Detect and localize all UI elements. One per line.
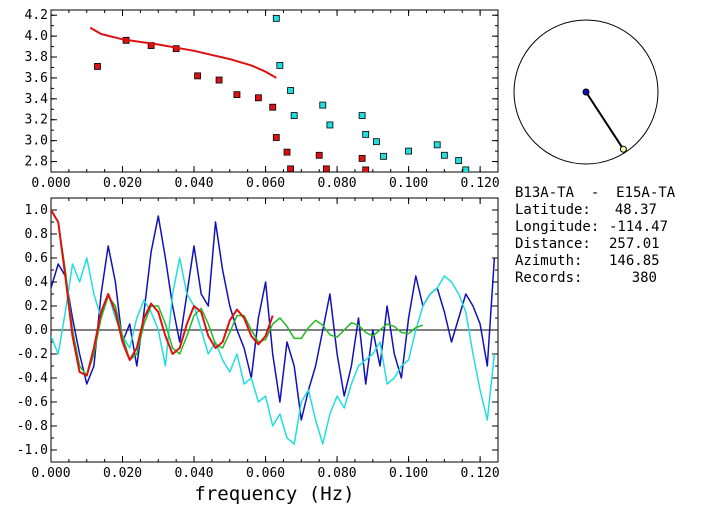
cyan-point	[287, 87, 294, 94]
cyan-point	[440, 151, 448, 159]
y-tick-label: 0.2	[25, 299, 48, 314]
info-row-records: Records: 380	[515, 270, 675, 287]
y-tick-label: 1.0	[25, 203, 48, 218]
x-tick-label: 0.040	[174, 176, 213, 191]
y-tick-label: 2.8	[25, 155, 48, 170]
red-point	[233, 91, 241, 99]
y-tick-label: -0.2	[17, 347, 48, 362]
y-tick-label: 3.4	[25, 92, 49, 107]
y-tick-label: 4.2	[25, 8, 48, 23]
plot-frame	[50, 9, 499, 173]
red-series-line	[89, 26, 277, 79]
red-point	[315, 151, 323, 159]
x-tick-label: 0.060	[246, 466, 285, 481]
y-tick-label: 0.4	[25, 275, 49, 290]
x-tick-label: 0.080	[318, 176, 357, 191]
station-pair: B13A-TA - E15A-TA	[515, 185, 676, 201]
x-tick-label: 0.060	[246, 176, 285, 191]
red-point	[362, 166, 370, 172]
red-series-line	[51, 209, 274, 377]
y-tick-label: -0.6	[17, 395, 48, 410]
y-tick-label: 3.8	[25, 50, 48, 65]
y-tick-label: 3.0	[25, 134, 48, 149]
y-tick-label: -0.4	[17, 371, 48, 386]
info-row-longitude: Longitude: -114.47	[515, 219, 675, 236]
info-row-latitude: Latitude: 48.37	[515, 202, 675, 219]
red-point	[283, 148, 291, 156]
red-point	[322, 165, 330, 172]
red-point	[358, 155, 366, 162]
red-point	[287, 165, 294, 172]
target-station-marker	[619, 145, 627, 153]
cyan-point	[358, 112, 366, 119]
cyan-point	[373, 138, 380, 146]
info-label: Azimuth:	[515, 253, 583, 269]
green-series-line	[51, 209, 424, 377]
origin-station-marker	[582, 88, 590, 96]
x-axis-label: frequency (Hz)	[194, 483, 354, 505]
y-tick-label: 0.6	[25, 251, 48, 266]
red-point	[194, 72, 202, 80]
x-tick-label: 0.120	[461, 176, 500, 191]
y-tick-label: 4.0	[25, 29, 48, 44]
azimuth-plot	[513, 19, 659, 165]
plot-area	[89, 14, 470, 172]
y-tick-label: 3.2	[25, 113, 48, 128]
info-row-distance: Distance: 257.01	[515, 236, 675, 253]
info-row-azimuth: Azimuth: 146.85	[515, 253, 675, 270]
plot-area	[51, 209, 496, 445]
red-point	[255, 94, 262, 102]
red-point	[272, 134, 280, 141]
red-point	[94, 63, 101, 70]
cyan-point	[455, 157, 463, 164]
x-tick-label: 0.020	[103, 176, 142, 191]
red-point	[269, 103, 277, 111]
cyan-point	[380, 152, 387, 160]
red-point	[215, 76, 223, 84]
dispersion-plot: 0.000 0.020 0.040 0.060 0.080 0.100 0.120 2.8 3.…	[25, 8, 500, 191]
y-tick-label: 0.0	[25, 323, 48, 338]
x-tick-label: 0.000	[31, 466, 70, 481]
correlation-plot: 0.000 0.020 0.040 0.060 0.080 0.100 0.120 -1.0 -…	[17, 197, 500, 505]
cyan-point	[362, 130, 370, 138]
x-tick-label: 0.000	[31, 176, 70, 191]
x-tick-label: 0.120	[461, 466, 500, 481]
cyan-point	[290, 112, 298, 119]
cyan-point	[276, 61, 284, 69]
y-tick-label: 3.6	[25, 71, 48, 86]
cyan-point	[405, 147, 413, 155]
x-tick-label: 0.100	[389, 176, 428, 191]
x-tick-label: 0.020	[103, 466, 142, 481]
station-info-panel: B13A-TA - E15A-TA Latitude: 48.37 Longitu…	[515, 185, 675, 287]
x-tick-label: 0.080	[318, 466, 357, 481]
y-tick-label: 0.8	[25, 227, 48, 242]
info-label: Distance:	[515, 236, 591, 252]
x-tick-label: 0.100	[389, 466, 428, 481]
info-label: Latitude:	[515, 202, 591, 218]
cyan-point	[462, 166, 470, 172]
cyan-point	[433, 141, 441, 149]
blue-series-line	[51, 215, 496, 421]
info-value: 380	[631, 270, 657, 286]
cyan-point	[326, 121, 334, 129]
y-tick-label: -0.8	[17, 419, 48, 434]
info-value: 48.37	[614, 202, 657, 218]
info-value: 146.85	[609, 253, 660, 269]
x-tick-label: 0.040	[174, 466, 213, 481]
cyan-point	[272, 14, 280, 22]
cyan-point	[319, 101, 327, 109]
y-tick-label: -1.0	[17, 443, 48, 458]
info-value: 257.01	[609, 236, 660, 252]
info-label: Records:	[515, 270, 583, 286]
info-label: Longitude:	[515, 219, 600, 235]
info-value: -114.47	[609, 219, 669, 235]
azimuth-line	[585, 91, 625, 150]
azimuth-circle	[513, 19, 659, 165]
cyan-series-line	[51, 257, 496, 445]
